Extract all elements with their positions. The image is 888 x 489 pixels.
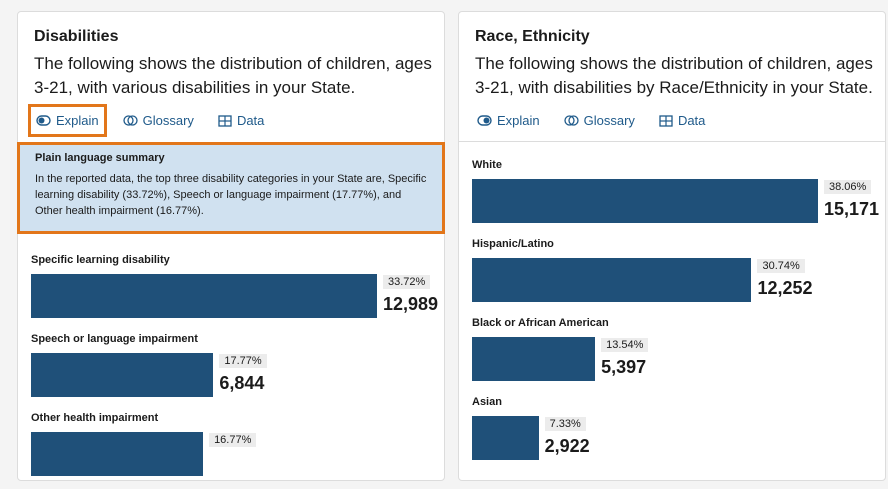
action-label: Data bbox=[677, 113, 706, 128]
bar-row: Hispanic/Latino 30.74% 12,252 bbox=[472, 236, 872, 315]
count-label: 12,989 bbox=[383, 294, 439, 314]
bar-list: Specific learning disability 33.72% 12,989… bbox=[31, 252, 438, 489]
count-label: 12,252 bbox=[757, 278, 813, 298]
bar bbox=[472, 179, 818, 223]
panel-description: The following shows the distribution of … bbox=[34, 54, 432, 97]
action-label: Explain bbox=[56, 113, 99, 128]
glossary-icon bbox=[122, 115, 138, 126]
bar-row: Specific learning disability 33.72% 12,989 bbox=[31, 252, 438, 331]
bar-label: Asian bbox=[472, 396, 502, 408]
bar-label: White bbox=[472, 159, 502, 171]
action-button[interactable]: Explain bbox=[28, 104, 107, 137]
bar-label: Speech or language impairment bbox=[31, 333, 198, 345]
summary-heading: Plain language summary bbox=[35, 152, 165, 164]
action-button[interactable]: Explain bbox=[472, 107, 545, 134]
summary-text: In the reported data, the top three disa… bbox=[35, 173, 427, 217]
percent-label: 13.54% bbox=[601, 338, 649, 352]
percent-label: 7.33% bbox=[544, 417, 586, 431]
bar bbox=[31, 274, 377, 318]
action-button[interactable]: Glossary bbox=[118, 107, 199, 134]
action-bar: Explain Glossary Data bbox=[28, 104, 283, 137]
action-button[interactable]: Data bbox=[213, 107, 269, 134]
percent-label: 38.06% bbox=[824, 180, 872, 194]
count-label: 15,171 bbox=[824, 199, 880, 219]
bar-label: Other health impairment bbox=[31, 412, 159, 424]
action-label: Data bbox=[236, 113, 265, 128]
action-bar: Explain Glossary Data bbox=[472, 106, 724, 135]
percent-label: 16.77% bbox=[209, 433, 257, 447]
percent-label: 33.72% bbox=[383, 275, 431, 289]
action-button[interactable]: Glossary bbox=[559, 107, 640, 134]
table-icon bbox=[659, 114, 673, 127]
bar-list: White 38.06% 15,171 Hispanic/Latino 30.74% 12… bbox=[472, 157, 879, 473]
bar-row: Asian 7.33% 2,922 bbox=[472, 394, 872, 473]
action-button[interactable]: Data bbox=[654, 107, 710, 134]
panel-title: Race, Ethnicity bbox=[475, 28, 590, 45]
panel-card: Race, Ethnicity The following shows the d… bbox=[458, 11, 886, 481]
summary-box: Plain language summary In the reported da… bbox=[17, 142, 445, 234]
bar-row: Speech or language impairment 17.77% 6,844 bbox=[31, 331, 431, 410]
bar bbox=[31, 432, 204, 476]
bar bbox=[31, 353, 214, 397]
glossary-icon bbox=[563, 115, 579, 126]
action-label: Glossary bbox=[583, 113, 635, 128]
toggle-icon bbox=[477, 115, 492, 126]
percent-label: 17.77% bbox=[219, 354, 267, 368]
table-icon bbox=[218, 114, 232, 127]
bar bbox=[472, 258, 752, 302]
bar-row: Black or African American 13.54% 5,397 bbox=[472, 315, 872, 394]
panel-title: Disabilities bbox=[34, 28, 119, 45]
bar-label: Black or African American bbox=[472, 317, 609, 329]
bar-label: Specific learning disability bbox=[31, 254, 170, 266]
page: Disabilities The following shows the dist… bbox=[17, 11, 886, 481]
count-label: 5,397 bbox=[601, 357, 647, 377]
count-label: 6,844 bbox=[219, 373, 265, 393]
count-label: 2,922 bbox=[544, 436, 590, 456]
percent-label: 30.74% bbox=[757, 259, 805, 273]
bar bbox=[472, 416, 539, 460]
divider bbox=[459, 141, 885, 142]
panel-card: Disabilities The following shows the dist… bbox=[17, 11, 445, 481]
action-label: Glossary bbox=[142, 113, 194, 128]
toggle-icon bbox=[36, 115, 51, 126]
action-label: Explain bbox=[497, 113, 540, 128]
panel-description: The following shows the distribution of … bbox=[475, 54, 873, 97]
bar-row: White 38.06% 15,171 bbox=[472, 157, 879, 236]
bar-label: Hispanic/Latino bbox=[472, 238, 554, 250]
bar-row: Other health impairment 16.77% bbox=[31, 410, 431, 489]
bar bbox=[472, 337, 596, 381]
